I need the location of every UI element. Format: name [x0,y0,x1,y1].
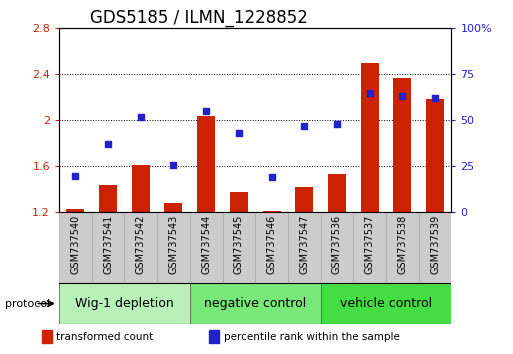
Bar [361,63,379,212]
Text: percentile rank within the sample: percentile rank within the sample [224,332,400,342]
Point [235,130,243,136]
Text: GSM737544: GSM737544 [201,215,211,274]
Bar [209,330,220,343]
Bar [321,212,353,283]
Point [333,121,341,127]
Bar [197,116,215,212]
Bar [295,187,313,212]
Bar [353,212,386,283]
Bar [386,212,419,283]
Point [267,175,275,180]
Text: GSM737547: GSM737547 [299,215,309,274]
Bar [165,203,183,212]
Point [300,123,308,129]
Bar [419,212,451,283]
Bar [426,98,444,212]
Text: GSM737542: GSM737542 [136,215,146,274]
Bar [321,283,451,324]
Text: GSM737536: GSM737536 [332,215,342,274]
Text: negative control: negative control [204,297,306,310]
Bar [288,212,321,283]
Text: GSM737543: GSM737543 [168,215,179,274]
Text: GSM737537: GSM737537 [365,215,374,274]
Bar [132,165,150,212]
Text: GSM737538: GSM737538 [398,215,407,274]
Bar [66,209,84,212]
Bar [328,175,346,212]
Point [398,93,406,99]
Text: transformed count: transformed count [56,332,153,342]
Bar [92,212,125,283]
Point [71,173,80,178]
Text: vehicle control: vehicle control [340,297,432,310]
Bar [255,212,288,283]
Bar [99,185,117,212]
Text: Wig-1 depletion: Wig-1 depletion [75,297,174,310]
Text: GSM737540: GSM737540 [70,215,81,274]
Bar [230,192,248,212]
Point [104,142,112,147]
Text: GSM737539: GSM737539 [430,215,440,274]
Bar [190,212,223,283]
Text: protocol: protocol [5,298,50,309]
Text: GDS5185 / ILMN_1228852: GDS5185 / ILMN_1228852 [90,9,308,27]
Point [169,162,177,167]
Point [431,96,439,101]
Point [366,90,374,96]
Point [136,114,145,120]
Bar [124,212,157,283]
Bar [223,212,255,283]
Bar [157,212,190,283]
Point [202,108,210,114]
Bar [42,330,52,343]
Bar [59,212,92,283]
Bar [263,211,281,212]
Text: GSM737546: GSM737546 [267,215,277,274]
Text: GSM737541: GSM737541 [103,215,113,274]
Bar [190,283,321,324]
Text: GSM737545: GSM737545 [234,215,244,274]
Bar [393,78,411,212]
Bar [59,283,190,324]
